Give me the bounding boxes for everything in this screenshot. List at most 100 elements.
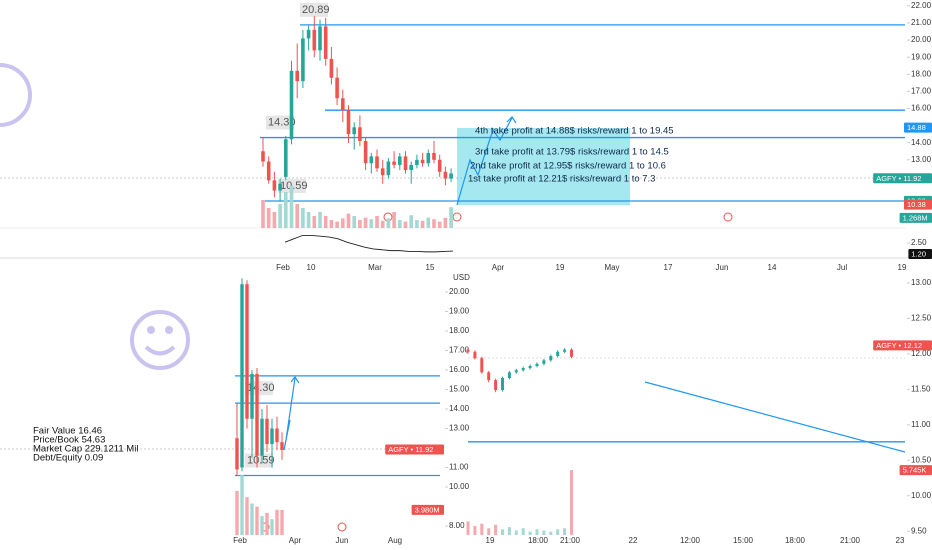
volume-bar (556, 529, 560, 535)
candle-body (289, 70, 294, 140)
candle-body (549, 356, 553, 361)
volume-bar (563, 528, 567, 535)
candle-body (487, 372, 491, 381)
level-label: 10.59 (247, 454, 275, 466)
level-label: 20.89 (302, 4, 330, 16)
candle-body (521, 368, 525, 371)
candle-body (363, 140, 368, 164)
candle-body (528, 365, 532, 369)
volume-bar (386, 218, 391, 228)
price-badge (904, 199, 932, 210)
x-tick-label: Aug (388, 536, 402, 545)
y-tick-label: 17.00 (449, 346, 470, 355)
candle-body (369, 156, 374, 164)
target-zone (457, 128, 630, 205)
volume-bar (352, 216, 356, 228)
arrow-head (506, 116, 517, 124)
candle-body (261, 151, 265, 162)
price-badge (899, 465, 932, 476)
annotation: 2nd take profit at 12.95$ risks/reward 1… (470, 161, 666, 172)
candle-body (272, 180, 277, 191)
candle-body (437, 159, 442, 172)
price-badge (904, 122, 932, 133)
x-tick-label: 14 (768, 263, 777, 272)
y-tick-label: 15.00 (449, 385, 470, 394)
volume-bar (542, 530, 546, 535)
y-tick-label: 16.00 (911, 104, 932, 113)
price-badge-label: 1.20 (911, 249, 926, 258)
volume-bar (420, 220, 425, 228)
y-tick-label: 10.00 (449, 482, 470, 491)
volume-bar (507, 527, 511, 535)
candle-body (426, 152, 431, 164)
candle-body (535, 363, 539, 366)
candle-body (352, 127, 356, 135)
volume-bar (473, 525, 477, 535)
volume-bar (240, 475, 244, 535)
volume-bar (528, 531, 532, 535)
x-tick-label: 19 (556, 263, 565, 272)
candle-body (346, 110, 351, 135)
volume-bar (280, 509, 284, 535)
candle-body (306, 29, 311, 39)
candle-body (480, 358, 484, 373)
annotation: 4th take profit at 14.88$ risks/reward 1… (475, 126, 674, 137)
volume-bar (432, 219, 436, 228)
candle-body (514, 370, 518, 373)
candle-body (420, 159, 425, 164)
volume-bar (443, 217, 448, 228)
x-tick-label: Feb (233, 536, 247, 545)
candle-body (235, 438, 239, 470)
volume-bar (369, 219, 374, 228)
y-tick-label: 10.00 (911, 491, 932, 500)
y-tick-label: 17.00 (911, 87, 932, 96)
volume-bar (514, 530, 518, 535)
candle-body (341, 98, 345, 111)
y-tick-label: 18.00 (449, 326, 470, 335)
candle-body (335, 77, 339, 99)
volume-bar (437, 221, 442, 228)
x-tick-label: 18:00 (528, 536, 549, 545)
volume-bar (570, 470, 573, 535)
volume-bar (392, 212, 396, 228)
x-tick-label: 22 (629, 536, 638, 545)
x-tick-label: 10 (307, 263, 316, 272)
price-badge-label: AGFY • 11.92 (388, 445, 433, 454)
candle-body (284, 139, 288, 177)
smiley-icon (130, 310, 190, 370)
volume-bar (312, 216, 317, 228)
volume-bar (261, 200, 265, 228)
level-label: 10.59 (280, 180, 308, 192)
volume-bar (466, 521, 470, 535)
annotation: 3rd take profit at 13.79$ risks/reward 1… (475, 147, 669, 158)
level-label-box (300, 2, 328, 17)
volume-bar (260, 516, 264, 535)
volume-bar (449, 207, 453, 228)
volume-bar (295, 204, 299, 228)
y-tick-label: 20.00 (449, 287, 470, 296)
volume-bar (255, 506, 259, 535)
candle-body (358, 127, 362, 141)
y-tick-label: 11.00 (449, 463, 469, 472)
y-tick-label: 13.00 (911, 278, 932, 287)
x-tick-label: Feb (276, 263, 290, 272)
volume-bar (398, 220, 402, 228)
price-badge (873, 340, 932, 351)
x-tick-label: Mar (368, 263, 382, 272)
candle-body (473, 351, 477, 359)
x-tick-label: Jul (837, 263, 847, 272)
candle-body (409, 164, 413, 171)
x-tick-label: 23 (896, 536, 905, 545)
info-line: Fair Value 16.46 (33, 426, 102, 437)
price-badge (899, 212, 932, 223)
x-tick-label: Apr (492, 263, 505, 272)
volume-bar (494, 524, 498, 535)
y-tick-label: 16.00 (449, 365, 470, 374)
volume-bar (323, 216, 328, 228)
candle-body (278, 183, 282, 191)
candle-body (260, 418, 264, 456)
candle-body (507, 372, 511, 379)
volume-bar (278, 204, 282, 228)
candle-body (386, 161, 391, 176)
